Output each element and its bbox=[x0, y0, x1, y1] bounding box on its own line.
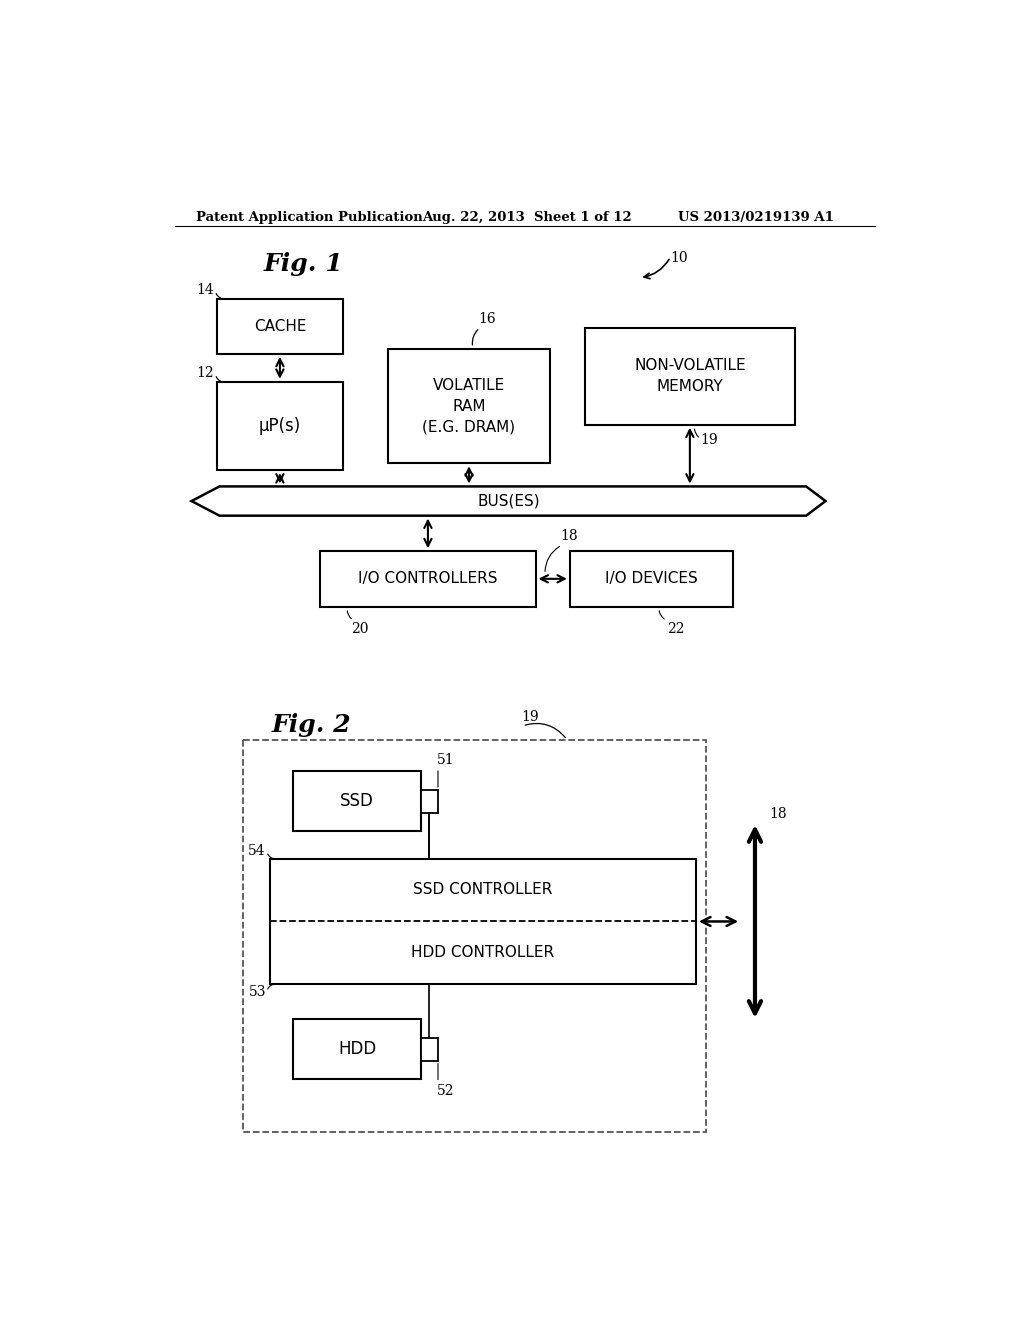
Text: 52: 52 bbox=[436, 1084, 454, 1098]
Text: Fig. 2: Fig. 2 bbox=[271, 713, 351, 737]
Text: 18: 18 bbox=[769, 807, 786, 821]
Text: 19: 19 bbox=[700, 433, 719, 446]
Bar bbox=[270, 859, 696, 983]
Text: 19: 19 bbox=[521, 710, 539, 725]
Text: 51: 51 bbox=[436, 752, 454, 767]
Text: US 2013/0219139 A1: US 2013/0219139 A1 bbox=[678, 211, 835, 224]
Text: CACHE: CACHE bbox=[254, 318, 306, 334]
Text: μP(s): μP(s) bbox=[259, 417, 301, 436]
Text: VOLATILE
RAM
(E.G. DRAM): VOLATILE RAM (E.G. DRAM) bbox=[423, 378, 515, 434]
Text: 14: 14 bbox=[197, 282, 214, 297]
Bar bbox=[217, 381, 343, 470]
Polygon shape bbox=[191, 487, 825, 516]
Text: I/O CONTROLLERS: I/O CONTROLLERS bbox=[358, 572, 498, 586]
Text: HDD: HDD bbox=[338, 1040, 376, 1059]
Bar bbox=[388, 350, 550, 463]
Bar bbox=[293, 771, 421, 832]
Text: SSD: SSD bbox=[340, 792, 374, 810]
Bar bbox=[243, 739, 707, 1133]
Text: 53: 53 bbox=[249, 985, 266, 999]
Text: 10: 10 bbox=[671, 251, 688, 265]
Text: NON-VOLATILE
MEMORY: NON-VOLATILE MEMORY bbox=[634, 358, 745, 395]
Text: Aug. 22, 2013  Sheet 1 of 12: Aug. 22, 2013 Sheet 1 of 12 bbox=[423, 211, 632, 224]
Bar bbox=[293, 1019, 421, 1080]
Text: I/O DEVICES: I/O DEVICES bbox=[605, 572, 697, 586]
Bar bbox=[421, 1038, 438, 1061]
Bar bbox=[421, 789, 438, 813]
Bar bbox=[569, 552, 732, 607]
Text: 22: 22 bbox=[667, 622, 684, 636]
Text: 54: 54 bbox=[249, 843, 266, 858]
Text: 20: 20 bbox=[351, 622, 369, 636]
Text: 16: 16 bbox=[478, 313, 496, 326]
Text: SSD CONTROLLER: SSD CONTROLLER bbox=[414, 882, 553, 898]
Text: 12: 12 bbox=[197, 366, 214, 380]
Text: Fig. 1: Fig. 1 bbox=[263, 252, 343, 276]
Bar bbox=[217, 298, 343, 354]
Text: BUS(ES): BUS(ES) bbox=[477, 494, 540, 508]
Text: 18: 18 bbox=[560, 529, 579, 544]
Text: HDD CONTROLLER: HDD CONTROLLER bbox=[412, 945, 555, 960]
Bar bbox=[321, 552, 536, 607]
Bar bbox=[586, 327, 795, 425]
Text: Patent Application Publication: Patent Application Publication bbox=[197, 211, 423, 224]
